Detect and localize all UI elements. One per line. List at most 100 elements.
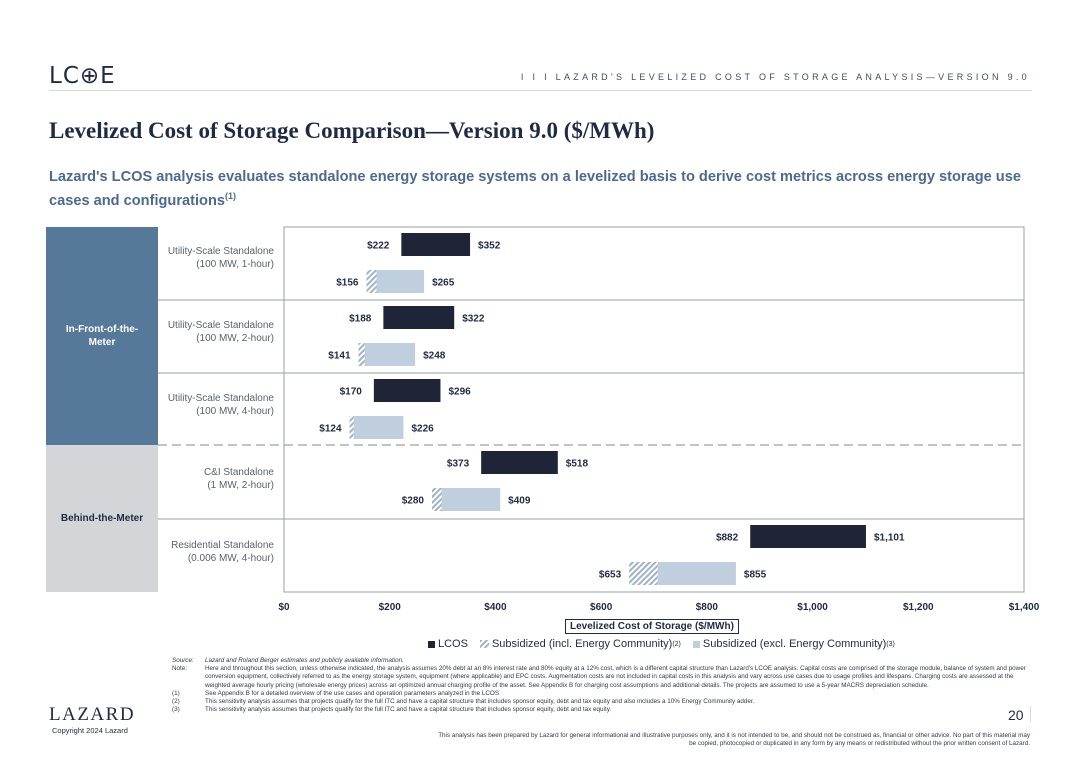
x-tick-label: $200	[379, 602, 402, 613]
footnote-key: (1)	[172, 689, 180, 697]
lcos-high-label: $1,101	[874, 533, 905, 544]
subsidized-high-label: $855	[744, 570, 767, 581]
legend-label: Subsidized (excl. Energy Community)	[702, 638, 887, 650]
segment-label: In-Front-of-the-Meter	[65, 324, 139, 348]
page-number-divider	[1030, 706, 1031, 722]
lcos-low-label: $222	[367, 241, 390, 252]
footnote-1: (1) See Appendix B for a detailed overvi…	[172, 690, 1030, 698]
subsidized-incl-bar	[349, 416, 354, 439]
subsidized-high-label: $226	[411, 424, 434, 435]
x-axis-label: Levelized Cost of Storage ($/MWh)	[565, 619, 739, 634]
x-tick-label: $800	[696, 602, 719, 613]
subsidized-incl-bar	[358, 343, 365, 366]
lcos-low-label: $188	[349, 314, 372, 325]
lcos-low-label: $882	[716, 533, 739, 544]
subsidized-low-label: $124	[319, 424, 342, 435]
copyright: Copyright 2024 Lazard	[52, 726, 128, 735]
subsidized-high-label: $265	[432, 278, 455, 289]
x-tick-label: $1,000	[797, 602, 828, 613]
row-label: Utility-Scale Standalone (100 MW, 4-hour…	[114, 392, 274, 418]
footnote-text: This sensitivity analysis assumes that p…	[205, 698, 755, 706]
lcos-bar	[481, 451, 558, 474]
footnote-2: (2) This sensitivity analysis assumes th…	[172, 698, 1030, 706]
footnote-text: See Appendix B for a detailed overview o…	[205, 689, 500, 697]
legend-item-subsidized-excl: Subsidized (excl. Energy Community) (3)	[692, 638, 895, 650]
footnote-key: (3)	[172, 706, 180, 714]
legend-swatch	[692, 640, 700, 648]
subsidized-high-label: $409	[508, 496, 531, 507]
segment-label: Behind-the-Meter	[60, 513, 144, 524]
subsidized-low-label: $280	[402, 496, 425, 507]
subsidized-excl-bar	[657, 562, 736, 585]
x-tick-label: $600	[590, 602, 613, 613]
footnote-key: (2)	[172, 698, 180, 706]
row-label-line2: (100 MW, 1-hour)	[196, 259, 274, 270]
row-label: C&I Standalone (1 MW, 2-hour)	[114, 466, 274, 492]
subsidized-excl-bar	[353, 416, 404, 439]
row-label: Utility-Scale Standalone (100 MW, 1-hour…	[114, 245, 274, 271]
lcos-bar	[373, 379, 441, 402]
row-label-line2: (100 MW, 2-hour)	[196, 333, 274, 344]
legend-item-lcos: LCOS	[428, 638, 468, 650]
row-label-line2: (0.006 MW, 4-hour)	[187, 553, 274, 564]
row-label-line1: Utility-Scale Standalone	[167, 393, 274, 404]
footnote-key: Note:	[172, 665, 188, 673]
x-tick-label: $1,200	[903, 602, 934, 613]
row-label: Utility-Scale Standalone (100 MW, 2-hour…	[114, 319, 274, 345]
legend-swatch	[479, 640, 489, 648]
legend-label: LCOS	[438, 638, 468, 650]
lcos-high-label: $518	[566, 459, 589, 470]
subsidized-incl-bar	[366, 270, 377, 293]
footnote-text: Lazard and Roland Berger estimates and p…	[205, 657, 404, 664]
footnote-text: Here and throughout this section, unless…	[205, 665, 1026, 689]
subsidized-low-label: $156	[336, 278, 359, 289]
legend-footnote-ref: (2)	[672, 640, 681, 648]
row-label-line2: (100 MW, 4-hour)	[196, 406, 274, 417]
subsidized-excl-bar	[364, 343, 416, 366]
row-label: Residential Standalone (0.006 MW, 4-hour…	[114, 539, 274, 565]
subsidized-high-label: $248	[423, 351, 446, 362]
lcos-high-label: $352	[478, 241, 501, 252]
row-label-line1: Utility-Scale Standalone	[167, 320, 274, 331]
lazard-logo: LAZARD	[49, 704, 136, 725]
subsidized-incl-bar	[629, 562, 658, 585]
lcos-low-label: $373	[447, 459, 470, 470]
lcos-bar	[750, 525, 866, 548]
segment-in-front-of-the-meter: In-Front-of-the-Meter	[46, 227, 158, 445]
row-label-line1: Utility-Scale Standalone	[167, 246, 274, 257]
subsidized-incl-bar	[432, 488, 442, 511]
lcos-high-label: $322	[462, 314, 485, 325]
page-title: Levelized Cost of Storage Comparison—Ver…	[49, 118, 655, 143]
footnote-3: (3) This sensitivity analysis assumes th…	[172, 706, 1030, 714]
legend-swatch	[428, 640, 435, 648]
footnote-note: Note: Here and throughout this section, …	[172, 665, 1030, 690]
segment-behind-the-meter: Behind-the-Meter	[46, 445, 158, 592]
disclaimer: This analysis has been prepared by Lazar…	[438, 732, 1030, 748]
footnote-key: Source:	[172, 657, 194, 664]
section-header-title: I I I LAZARD'S LEVELIZED COST OF STORAGE…	[520, 72, 1030, 82]
x-tick-label: $0	[278, 602, 290, 613]
x-tick-label: $1,400	[1009, 602, 1040, 613]
lcos-high-label: $296	[448, 387, 471, 398]
subsidized-excl-bar	[441, 488, 501, 511]
x-tick-label: $400	[484, 602, 507, 613]
footnotes: Source: Lazard and Roland Berger estimat…	[172, 657, 1030, 714]
chart-legend: LCOS Subsidized (incl. Energy Community)…	[428, 638, 907, 650]
lcoe-logo: LC⊕E	[49, 63, 116, 89]
footnote-source: Source: Lazard and Roland Berger estimat…	[172, 657, 1030, 665]
subtitle-footnote-ref: (1)	[224, 191, 236, 201]
header-divider	[49, 90, 1032, 91]
lcos-bar	[401, 233, 471, 256]
legend-footnote-ref: (3)	[886, 640, 895, 648]
subtitle-text: Lazard's LCOS analysis evaluates standal…	[49, 169, 1021, 209]
legend-label: Subsidized (incl. Energy Community)	[491, 638, 673, 650]
row-label-line2: (1 MW, 2-hour)	[207, 480, 274, 491]
row-label-line1: Residential Standalone	[171, 540, 274, 551]
page-number: 20	[1008, 707, 1024, 723]
page-subtitle: Lazard's LCOS analysis evaluates standal…	[49, 168, 1039, 211]
plot-area-frame	[283, 226, 1025, 593]
lcos-low-label: $170	[340, 387, 363, 398]
subsidized-excl-bar	[376, 270, 425, 293]
lcos-bar	[383, 306, 455, 329]
